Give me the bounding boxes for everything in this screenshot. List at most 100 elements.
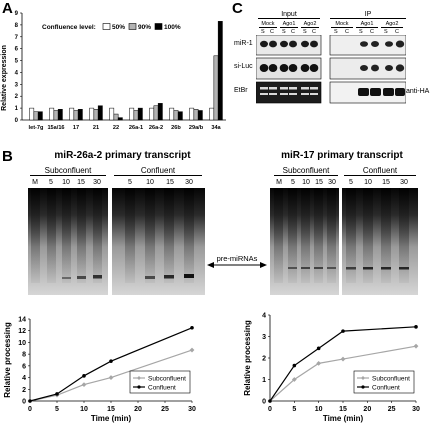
input-siluc-blot <box>256 57 322 80</box>
bar-y-tick-label: 0 <box>15 118 19 124</box>
series-point-confluent <box>414 325 418 329</box>
bar-category-label: 17 <box>73 125 79 131</box>
input-etbr-gel <box>256 81 322 104</box>
legend-label-100: 100% <box>164 24 181 31</box>
line-x-tick-label: 20 <box>363 406 371 413</box>
right-line-chart: 0 1 2 3 4 0 5 10 15 20 25 30 Time (min) Relative proc… <box>243 313 420 424</box>
left-lane-15: 15 <box>166 179 174 186</box>
lane-c: C <box>270 29 274 35</box>
right-lane-5: 5 <box>291 179 295 186</box>
bar-chart-ylabel: Relative expression <box>1 45 8 111</box>
right-group-confluent: Confluent <box>344 166 416 176</box>
legend-swatch-90 <box>128 23 137 30</box>
right-lane-15: 15 <box>382 179 390 186</box>
bar-100pct <box>217 21 223 121</box>
left-line-chart: 0 2 4 6 8 10 12 14 0 5 10 15 20 25 30 Time (min) Relativ… <box>3 317 196 424</box>
panel-a-bar-chart: 0 1 2 3 4 5 6 7 8 9 let-7g 15a/16 17 21 22 26a-1 26a-2 26… <box>1 11 226 131</box>
bar-90pct <box>173 110 179 121</box>
bar-50pct <box>129 107 135 121</box>
bar-100pct <box>97 105 103 121</box>
left-premirna-bands-sub <box>62 275 102 279</box>
left-lane-5: 5 <box>49 179 53 186</box>
series-point-subconfluent <box>108 375 114 380</box>
panel-letter-b: B <box>2 148 13 165</box>
left-lane-15: 15 <box>77 179 85 186</box>
left-lane-10: 10 <box>146 179 154 186</box>
lane-c: C <box>291 29 295 35</box>
left-group-confluent: Confluent <box>114 166 202 176</box>
line-xlabel: Time (min) <box>323 414 364 423</box>
bar-100pct <box>177 111 183 121</box>
right-lane-10: 10 <box>364 179 372 186</box>
line-x-tick-label: 25 <box>161 406 169 413</box>
bar-y-tick-label: 3 <box>15 82 19 88</box>
line-y-tick-label: 12 <box>18 328 26 335</box>
line-y-tick-label: 6 <box>22 363 26 370</box>
series-point-confluent <box>55 392 59 396</box>
series-point-confluent <box>316 346 321 351</box>
legend-marker-subconfluent <box>137 376 141 380</box>
left-lane-10: 10 <box>62 179 70 186</box>
right-group-subconfluent: Subconfluent <box>274 166 338 176</box>
legend-label-90: 90% <box>138 24 151 31</box>
left-lane-m: M <box>32 179 38 186</box>
legend-label-50: 50% <box>112 24 125 31</box>
panel-letter-c: C <box>232 0 243 17</box>
line-y-tick-label: 14 <box>18 317 26 324</box>
lane-c: C <box>345 29 349 35</box>
ip-group-ago2: Ago2 <box>381 21 403 28</box>
line-y-tick-label: 1 <box>262 377 266 384</box>
bar-y-tick-label: 8 <box>15 23 19 29</box>
series-point-subconfluent <box>189 347 195 353</box>
bar-90pct <box>213 55 219 121</box>
lane-s: S <box>384 29 388 35</box>
line-x-tick-label: 5 <box>55 406 59 413</box>
bar-90pct <box>93 109 99 121</box>
line-x-tick-label: 15 <box>339 406 347 413</box>
legend-marker-confluent <box>137 385 141 389</box>
bar-y-tick-label: 6 <box>15 47 19 53</box>
bar-90pct <box>113 113 119 121</box>
left-group-subconfluent: Subconfluent <box>30 166 106 176</box>
bar-category-label: 34a <box>211 125 221 131</box>
line-y-tick-label: 4 <box>22 375 26 382</box>
series-point-confluent <box>190 325 194 330</box>
legend-swatch-100 <box>154 23 163 30</box>
bar-y-tick-label: 2 <box>15 94 19 100</box>
series-point-confluent <box>341 329 345 333</box>
legend-swatch-50 <box>102 23 111 30</box>
series-point-confluent <box>82 374 86 378</box>
line-y-tick-label: 0 <box>22 399 26 406</box>
line-x-tick-label: 5 <box>292 406 296 413</box>
bar-y-tick-label: 4 <box>15 70 19 76</box>
bar-category-label: let-7g <box>29 125 45 131</box>
legend-label-subconfluent: Subconfluent <box>148 375 186 382</box>
bar-50pct <box>109 107 115 121</box>
bar-50pct <box>49 107 55 121</box>
lane-s: S <box>303 29 307 35</box>
line-y-tick-label: 10 <box>18 340 26 347</box>
pre-mirna-label-bg <box>214 253 260 263</box>
line-x-tick-label: 0 <box>268 406 272 413</box>
line-y-tick-label: 0 <box>262 399 266 406</box>
bar-50pct <box>29 107 35 121</box>
right-lane-30: 30 <box>400 179 408 186</box>
panel-letter-a: A <box>2 0 13 17</box>
bar-90pct <box>73 110 79 121</box>
line-ylabel: Relative processing <box>3 322 12 398</box>
series-point-confluent <box>268 399 272 403</box>
series-point-confluent <box>28 399 32 403</box>
pre-mirna-arrow <box>207 262 267 268</box>
bar-90pct <box>53 110 59 121</box>
bar-90pct <box>33 111 39 121</box>
line-x-tick-label: 25 <box>388 406 396 413</box>
lane-s: S <box>359 29 363 35</box>
bar-100pct <box>137 107 143 121</box>
bar-90pct <box>193 109 199 121</box>
input-group-ago1: Ago1 <box>280 21 298 28</box>
input-group-mock: Mock <box>259 21 277 28</box>
line-x-tick-label: 30 <box>188 406 196 413</box>
bar-50pct <box>169 107 175 121</box>
legend-label-confluent: Confluent <box>372 384 400 391</box>
series-point-confluent <box>109 359 113 363</box>
